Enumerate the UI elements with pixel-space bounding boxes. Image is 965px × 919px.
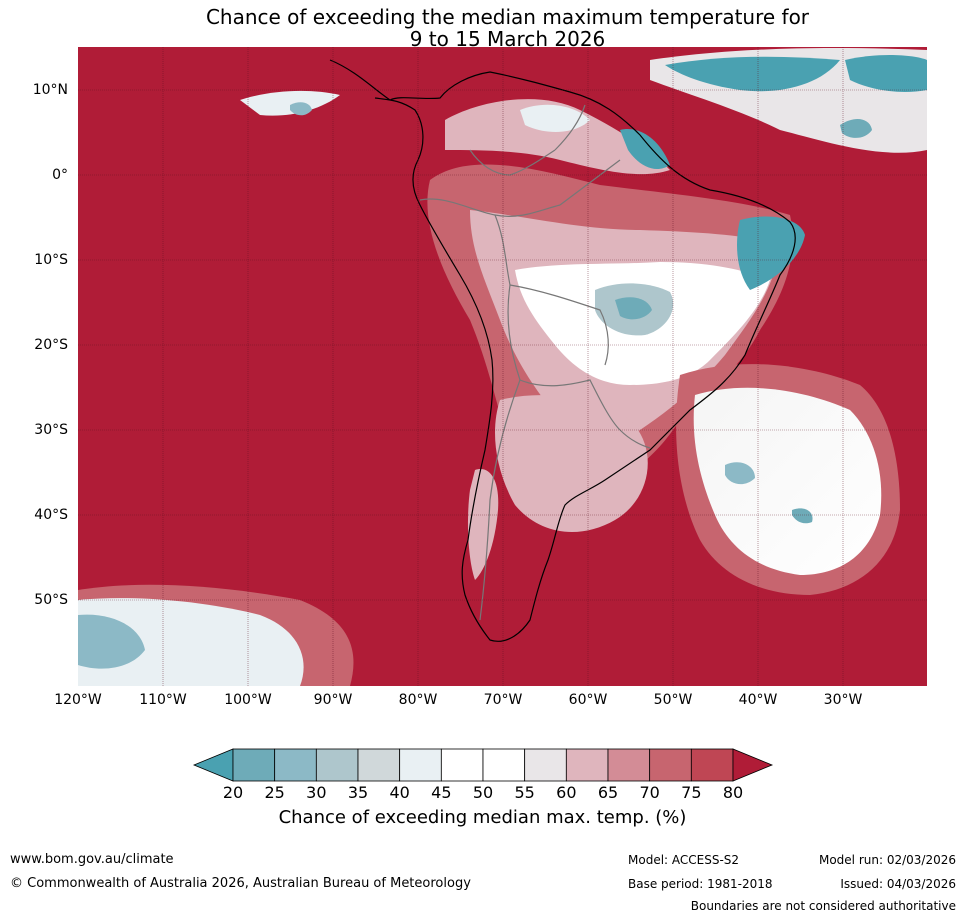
footer-disclaimer: Boundaries are not considered authoritat…: [690, 899, 956, 913]
region-amazon-patch: [445, 99, 670, 175]
colorbar-segment: [315, 748, 359, 782]
footer-issued: Issued: 04/03/2026: [840, 877, 956, 891]
colorbar-tick-label: 50: [472, 783, 494, 802]
footer-base-period: Base period: 1981-2018: [628, 877, 773, 891]
region-southern-ocean-light: [78, 598, 304, 686]
footer-model-run: Model run: 02/03/2026: [818, 853, 956, 867]
lat-label-50s: 50°S: [34, 592, 68, 608]
region-southern-ocean-low: [78, 614, 145, 669]
colorbar-extend-low: [192, 748, 234, 782]
colorbar-segment: [565, 748, 609, 782]
region-north-atlantic-low2: [845, 55, 927, 92]
lon-label-80w: 80°W: [398, 692, 438, 708]
region-south-60pct: [495, 395, 648, 532]
footer-copyright: © Commonwealth of Australia 2026, Austra…: [10, 876, 471, 891]
south-america-coastline: [329, 59, 796, 642]
colorbar-tick-label: 70: [639, 783, 660, 802]
colorbar-tick-label: 55: [514, 783, 535, 802]
region-venezuela-light: [520, 104, 590, 132]
colorbar-segment: [232, 748, 276, 782]
region-south-atlantic-low2: [792, 508, 813, 524]
colorbar-tick-label: 60: [556, 783, 577, 802]
colorbar-tick-label: 75: [681, 783, 702, 802]
lon-label-90w: 90°W: [313, 692, 353, 708]
colorbar-label: Chance of exceeding median max. temp. (%…: [278, 807, 687, 828]
lon-label-100w: 100°W: [224, 692, 272, 708]
region-east-pacific-low: [290, 102, 312, 116]
colorbar-segment: [482, 748, 526, 782]
colorbar-tick-label: 25: [264, 783, 285, 802]
region-guyana-low: [620, 129, 670, 170]
lon-label-40w: 40°W: [738, 692, 778, 708]
lon-label-60w: 60°W: [568, 692, 608, 708]
lat-label-0: 0°: [52, 167, 68, 183]
lat-label-10s: 10°S: [34, 252, 68, 268]
region-north-atlantic-low: [665, 56, 840, 92]
lat-label-20s: 20°S: [34, 337, 68, 353]
colorbar-segment: [399, 748, 442, 782]
colorbar-segment: [607, 748, 651, 782]
colorbar-tick-label: 45: [431, 783, 452, 802]
footer-model: Model: ACCESS-S2: [628, 853, 740, 867]
region-east-pacific-light: [240, 90, 340, 116]
lon-label-120w: 120°W: [54, 692, 102, 708]
colorbar-tick-label: 35: [347, 783, 369, 802]
region-south-atlantic-55pct: [693, 387, 882, 575]
footer-url[interactable]: www.bom.gov.au/climate: [10, 852, 174, 867]
colorbar-segment: [524, 748, 567, 782]
colorbar-segment: [649, 748, 692, 782]
colorbar-tick-label: 30: [306, 783, 327, 802]
country-borders: [419, 104, 651, 621]
region-ne-brazil-low: [737, 216, 805, 290]
colorbar: [192, 748, 774, 782]
map-title-line2: 9 to 15 March 2026: [409, 27, 606, 51]
colorbar-segment: [274, 748, 317, 782]
colorbar-segment: [440, 748, 484, 782]
graticule: [78, 47, 927, 686]
region-south-atlantic-low: [725, 462, 755, 485]
colorbar-tick-label: 20: [222, 783, 244, 802]
region-30pct: [615, 297, 652, 320]
colorbar-tick-label: 80: [722, 783, 744, 802]
colorbar-tick-label: 65: [597, 783, 619, 802]
colorbar-segment: [690, 748, 734, 782]
lat-label-10n: 10°N: [32, 82, 68, 98]
map-title-line1: Chance of exceeding the median maximum t…: [205, 5, 810, 29]
lat-label-30s: 30°S: [34, 422, 68, 438]
lon-label-30w: 30°W: [823, 692, 863, 708]
lon-label-70w: 70°W: [483, 692, 523, 708]
region-atlantic-blob: [840, 118, 872, 138]
colorbar-tick-label: 40: [389, 783, 410, 802]
colorbar-extend-high: [732, 748, 774, 782]
lon-label-50w: 50°W: [653, 692, 693, 708]
lat-label-40s: 40°S: [34, 507, 68, 523]
lon-label-110w: 110°W: [139, 692, 187, 708]
colorbar-segment: [357, 748, 401, 782]
